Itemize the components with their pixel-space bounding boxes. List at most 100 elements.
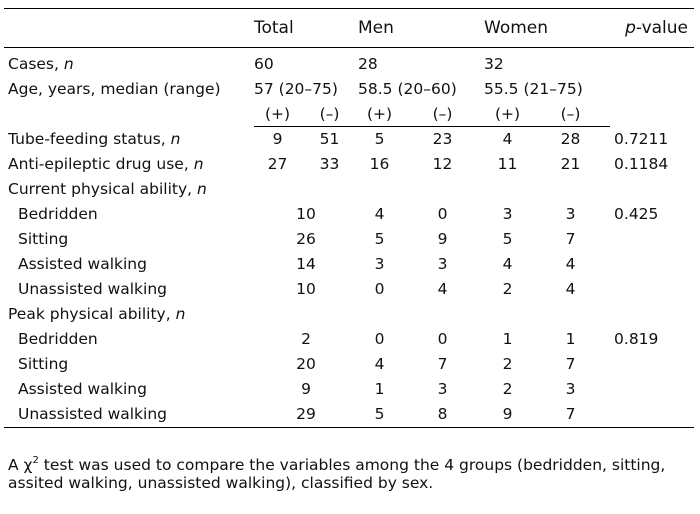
sign-men-plus: (+) bbox=[358, 102, 402, 127]
row-label: Sitting bbox=[18, 230, 69, 248]
cell-total: 10 bbox=[296, 205, 316, 223]
cell-p-value bbox=[610, 277, 694, 302]
current-ability-header-row: Current physical ability, n bbox=[4, 177, 694, 202]
cell-men-minus: 0 bbox=[437, 330, 448, 348]
cell-women-minus: 3 bbox=[565, 380, 576, 398]
tube-feeding-row: Tube-feeding status, n 9 51 5 23 4 28 0.… bbox=[4, 127, 694, 153]
header-row: Total Men Women p-value bbox=[4, 8, 695, 48]
cell-men-plus: 16 bbox=[369, 155, 390, 173]
cell-men-plus: 4 bbox=[374, 205, 385, 223]
section-label: Current physical ability, n bbox=[8, 180, 207, 198]
table-row: Sitting 26 5 9 5 7 bbox=[4, 227, 694, 252]
cell-p-value: 0.7211 bbox=[614, 129, 669, 148]
cell-p-value: 0.425 bbox=[614, 205, 659, 223]
cell-women-plus: 11 bbox=[497, 155, 518, 173]
cell-women-plus: 2 bbox=[502, 355, 513, 373]
cell-p-value bbox=[610, 377, 694, 402]
cell-p-value bbox=[610, 402, 694, 428]
cell-men-plus: 4 bbox=[374, 355, 385, 373]
cell-men-plus: 5 bbox=[374, 230, 385, 248]
cases-men: 28 bbox=[358, 55, 378, 73]
sign-total-plus: (+) bbox=[254, 102, 301, 127]
age-total: 57 (20–75) bbox=[254, 80, 338, 98]
table-row: Assisted walking 9 1 3 2 3 bbox=[4, 377, 694, 402]
cell-women-plus: 9 bbox=[502, 405, 513, 423]
cell-men-minus: 0 bbox=[437, 205, 448, 223]
cell-women-plus: 5 bbox=[502, 230, 513, 248]
cases-label: Cases, n bbox=[8, 55, 74, 73]
cell-men-minus: 9 bbox=[437, 230, 448, 248]
cell-total-plus: 27 bbox=[267, 155, 288, 173]
cell-women-plus: 4 bbox=[502, 130, 513, 148]
cell-women-minus: 28 bbox=[560, 130, 581, 148]
table-footnote: A χ2 test was used to compare the variab… bbox=[8, 455, 666, 493]
section-label: Peak physical ability, n bbox=[8, 305, 186, 323]
table-row: Unassisted walking 10 0 4 2 4 bbox=[4, 277, 694, 302]
cases-row: Cases, n 60 28 32 bbox=[4, 48, 694, 78]
cell-p-value: 0.1184 bbox=[614, 155, 669, 173]
cell-women-minus: 4 bbox=[565, 255, 576, 273]
table-row: Sitting 20 4 7 2 7 bbox=[4, 352, 694, 377]
row-label: Bedridden bbox=[18, 205, 98, 223]
cell-p-value bbox=[610, 252, 694, 277]
cell-men-minus: 7 bbox=[437, 355, 448, 373]
header-blank bbox=[4, 9, 254, 48]
cell-total-plus: 9 bbox=[272, 130, 283, 148]
cell-men-minus: 3 bbox=[437, 380, 448, 398]
row-label: Bedridden bbox=[18, 330, 98, 348]
cell-women-minus: 1 bbox=[565, 330, 576, 348]
header-men: Men bbox=[358, 18, 394, 38]
cell-men-minus: 23 bbox=[432, 130, 453, 148]
age-label: Age, years, median (range) bbox=[8, 80, 221, 98]
cell-total: 20 bbox=[296, 355, 316, 373]
superscript-two: 2 bbox=[32, 455, 39, 466]
cell-women-minus: 7 bbox=[565, 355, 576, 373]
cell-total: 29 bbox=[296, 405, 316, 423]
chi-symbol: χ bbox=[23, 456, 33, 474]
cell-total: 10 bbox=[296, 280, 316, 298]
sign-women-plus: (+) bbox=[484, 102, 532, 127]
cell-men-minus: 4 bbox=[437, 280, 448, 298]
row-label: Anti-epileptic drug use, n bbox=[8, 155, 204, 173]
cell-women-plus: 3 bbox=[502, 205, 513, 223]
cell-men-minus: 8 bbox=[437, 405, 448, 423]
cell-p-value bbox=[610, 352, 694, 377]
cell-men-plus: 3 bbox=[374, 255, 385, 273]
cases-total: 60 bbox=[254, 55, 274, 73]
cell-total: 14 bbox=[296, 255, 316, 273]
table-row: Assisted walking 14 3 3 4 4 bbox=[4, 252, 694, 277]
peak-ability-header-row: Peak physical ability, n bbox=[4, 302, 694, 327]
table-row: Bedridden 2 0 0 1 1 0.819 bbox=[4, 327, 694, 352]
cell-women-plus: 2 bbox=[502, 280, 513, 298]
cell-total: 2 bbox=[301, 330, 311, 348]
cell-women-plus: 1 bbox=[502, 330, 513, 348]
age-women: 55.5 (21–75) bbox=[484, 80, 583, 98]
sign-men-minus: (–) bbox=[401, 102, 485, 127]
header-women: Women bbox=[484, 18, 549, 38]
age-men: 58.5 (20–60) bbox=[358, 80, 457, 98]
row-label: Tube-feeding status, n bbox=[8, 129, 181, 148]
header-p-value: p-value bbox=[625, 18, 689, 38]
row-label: Sitting bbox=[18, 355, 69, 373]
cell-women-minus: 7 bbox=[565, 405, 576, 423]
cell-men-plus: 5 bbox=[374, 130, 385, 148]
row-label: Unassisted walking bbox=[18, 405, 168, 423]
cell-men-minus: 3 bbox=[437, 255, 448, 273]
results-table: Total Men Women p-value Cases, n 60 28 3… bbox=[4, 8, 695, 428]
cell-total-minus: 51 bbox=[319, 130, 340, 148]
cell-total: 9 bbox=[301, 380, 311, 398]
cell-women-plus: 2 bbox=[502, 380, 513, 398]
row-label: Assisted walking bbox=[18, 255, 147, 273]
cell-men-plus: 1 bbox=[374, 380, 385, 398]
table-row: Bedridden 10 4 0 3 3 0.425 bbox=[4, 202, 694, 227]
sign-row: (+) (–) (+) (–) (+) (–) bbox=[4, 102, 694, 127]
cases-women: 32 bbox=[484, 55, 504, 73]
cell-men-plus: 0 bbox=[374, 330, 385, 348]
header-total: Total bbox=[254, 18, 294, 38]
row-label: Unassisted walking bbox=[18, 280, 168, 298]
cell-p-value bbox=[610, 227, 694, 252]
row-label: Assisted walking bbox=[18, 380, 147, 398]
cell-men-plus: 0 bbox=[374, 280, 385, 298]
sign-women-minus: (–) bbox=[531, 102, 611, 127]
cell-women-minus: 7 bbox=[565, 230, 576, 248]
